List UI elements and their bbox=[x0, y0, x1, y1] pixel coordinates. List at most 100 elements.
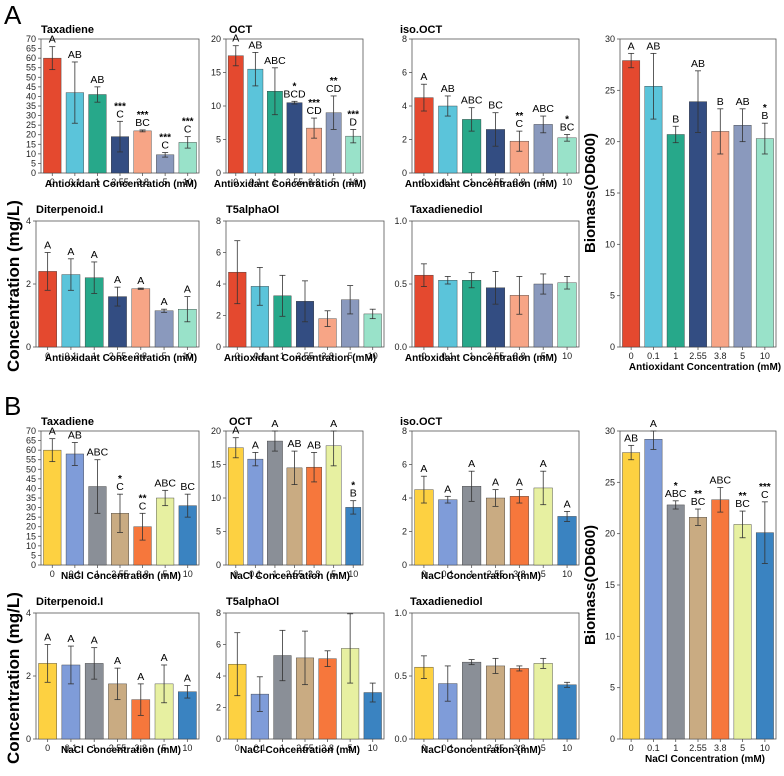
significance-letter: ABC bbox=[461, 95, 483, 107]
chart-panel-b-6: Taxadienediol 0.0 0.5 1.0 0 0.1 1 2.55 3.8 5 10 NaC… bbox=[394, 596, 580, 756]
x-tick-label: 1 bbox=[92, 743, 97, 753]
y-tick-label: 70 bbox=[26, 426, 36, 436]
chart-panel-b-7: 0510152025300AB0.1A1ABC*2.55BC**3.8ABC5B… bbox=[582, 418, 777, 765]
x-tick-label: 3.8 bbox=[135, 743, 148, 753]
chart-panel-a-7: 0510152025300A0.1AB1B2.55AB3.8B5AB10B*An… bbox=[582, 34, 781, 373]
chart-panel-a-6: Taxadienediol 0.0 0.5 1.0 0 0.1 1 2.55 3.8 5 10 Ant… bbox=[394, 204, 580, 364]
y-tick-label: 40 bbox=[26, 91, 36, 101]
x-tick-label: 5 bbox=[740, 743, 745, 753]
bar bbox=[733, 125, 752, 348]
y-tick-label: 20 bbox=[26, 130, 36, 140]
x-tick-label: 1 bbox=[92, 351, 97, 361]
x-tick-label: 2.55 bbox=[487, 177, 505, 187]
x-tick-label: 0.1 bbox=[442, 743, 455, 753]
y-tick-label: 0 bbox=[216, 342, 221, 352]
x-tick-label: 3.8 bbox=[513, 177, 526, 187]
y-tick-label: 0.0 bbox=[394, 734, 407, 744]
x-tick-label: 0 bbox=[50, 569, 55, 579]
significance-letter: B bbox=[350, 488, 357, 500]
y-tick-label: 8 bbox=[402, 34, 407, 44]
x-tick-label: 3.8 bbox=[513, 743, 526, 753]
bar bbox=[43, 57, 62, 174]
x-tick-label: 5 bbox=[163, 569, 168, 579]
y-tick-label: 8 bbox=[216, 216, 221, 226]
y-tick-label: 15 bbox=[211, 68, 221, 78]
y-tick-label: 4 bbox=[26, 608, 31, 618]
x-axis-label: Antioxidant Concentration (mM) bbox=[405, 353, 557, 364]
significance-letter: A bbox=[271, 418, 278, 430]
chart-panel-a-4: Diterpenoid.I 0 2 4 0 A 0.1 A 1 A 2.55 A 3.8 A 5 A 10 A An… bbox=[26, 204, 200, 364]
significance-stars: *** bbox=[137, 110, 149, 121]
x-tick-label: 5 bbox=[162, 743, 167, 753]
significance-letter: A bbox=[137, 671, 144, 683]
significance-letter: A bbox=[49, 426, 56, 438]
x-tick-label: 0 bbox=[421, 743, 426, 753]
chart-panel-b-1: Taxadiene05101520253035404550556065700A0… bbox=[26, 416, 200, 582]
x-tick-label: 0.1 bbox=[65, 743, 78, 753]
significance-letter: BC bbox=[180, 481, 195, 493]
x-tick-label: 3.8 bbox=[136, 569, 149, 579]
chart-panel-b-2: OCT 0 5 10 15 20 0 A 0.1 A 1 A 2.55 AB 3.8 AB 5 A 10 B* NaCl… bbox=[211, 416, 364, 582]
y-tick-label: 0 bbox=[31, 168, 36, 178]
x-axis-label: Antioxidant Concentration (mM) bbox=[224, 353, 376, 364]
bar bbox=[557, 684, 577, 740]
x-axis-label: Antioxidant Concentration (mM) bbox=[629, 362, 781, 373]
significance-stars: ** bbox=[139, 493, 147, 504]
y-tick-label: 20 bbox=[26, 522, 36, 532]
significance-letter: A bbox=[67, 246, 74, 258]
y-tick-label: 4 bbox=[402, 493, 407, 503]
chart-panel-a-2: OCT051015200A0.1AB1ABC2.55BCD*3.8CD***5C… bbox=[211, 24, 366, 190]
bar bbox=[557, 516, 577, 566]
x-tick-label: 1 bbox=[280, 351, 285, 361]
x-tick-label: 10 bbox=[182, 351, 192, 361]
significance-letter: CD bbox=[306, 105, 322, 117]
bar bbox=[666, 134, 685, 348]
x-tick-label: 5 bbox=[541, 569, 546, 579]
x-tick-label: 2.55 bbox=[296, 351, 314, 361]
significance-letter: CD bbox=[326, 83, 342, 95]
x-tick-label: 0.1 bbox=[254, 743, 267, 753]
significance-letter: B bbox=[717, 96, 724, 108]
y-tick-label: 45 bbox=[26, 474, 36, 484]
y-tick-label: 30 bbox=[26, 503, 36, 513]
x-tick-label: 2.55 bbox=[286, 569, 304, 579]
significance-letter: AB bbox=[287, 438, 301, 450]
bar bbox=[644, 86, 663, 348]
concentration-ylabel-b: Concentration (mg/L) bbox=[4, 592, 23, 764]
x-tick-label: 0 bbox=[50, 177, 55, 187]
y-tick-label: 0 bbox=[216, 168, 221, 178]
x-tick-label: 5 bbox=[740, 351, 745, 361]
y-tick-label: 6 bbox=[402, 68, 407, 78]
x-tick-label: 3.8 bbox=[714, 743, 727, 753]
x-tick-label: 0 bbox=[45, 743, 50, 753]
x-tick-label: 0 bbox=[421, 177, 426, 187]
y-tick-label: 2 bbox=[216, 703, 221, 713]
significance-letter: BC bbox=[488, 100, 503, 112]
y-tick-label: 5 bbox=[610, 683, 615, 693]
y-tick-label: 6 bbox=[402, 460, 407, 470]
x-tick-label: 0.1 bbox=[647, 351, 660, 361]
x-axis-label: NaCl Concentration (mM) bbox=[421, 571, 541, 582]
significance-letter: A bbox=[468, 458, 475, 470]
y-tick-label: 10 bbox=[26, 541, 36, 551]
y-tick-label: 0 bbox=[216, 734, 221, 744]
x-tick-label: 1 bbox=[280, 743, 285, 753]
bar bbox=[43, 449, 62, 566]
x-tick-label: 1 bbox=[469, 569, 474, 579]
bar bbox=[622, 452, 641, 740]
x-tick-label: 2.55 bbox=[689, 743, 707, 753]
x-tick-label: 10 bbox=[182, 743, 192, 753]
y-tick-label: 30 bbox=[26, 111, 36, 121]
x-tick-label: 10 bbox=[562, 569, 572, 579]
chart-title: iso.OCT bbox=[400, 24, 442, 36]
x-tick-label: 10 bbox=[348, 177, 358, 187]
y-tick-label: 10 bbox=[605, 239, 615, 249]
y-tick-label: 0 bbox=[26, 734, 31, 744]
y-tick-label: 30 bbox=[605, 426, 615, 436]
significance-letter: A bbox=[161, 652, 168, 664]
bar bbox=[65, 453, 84, 566]
y-tick-label: 35 bbox=[26, 101, 36, 111]
significance-letter: A bbox=[137, 275, 144, 287]
bar bbox=[533, 663, 553, 740]
x-tick-label: 5 bbox=[348, 351, 353, 361]
